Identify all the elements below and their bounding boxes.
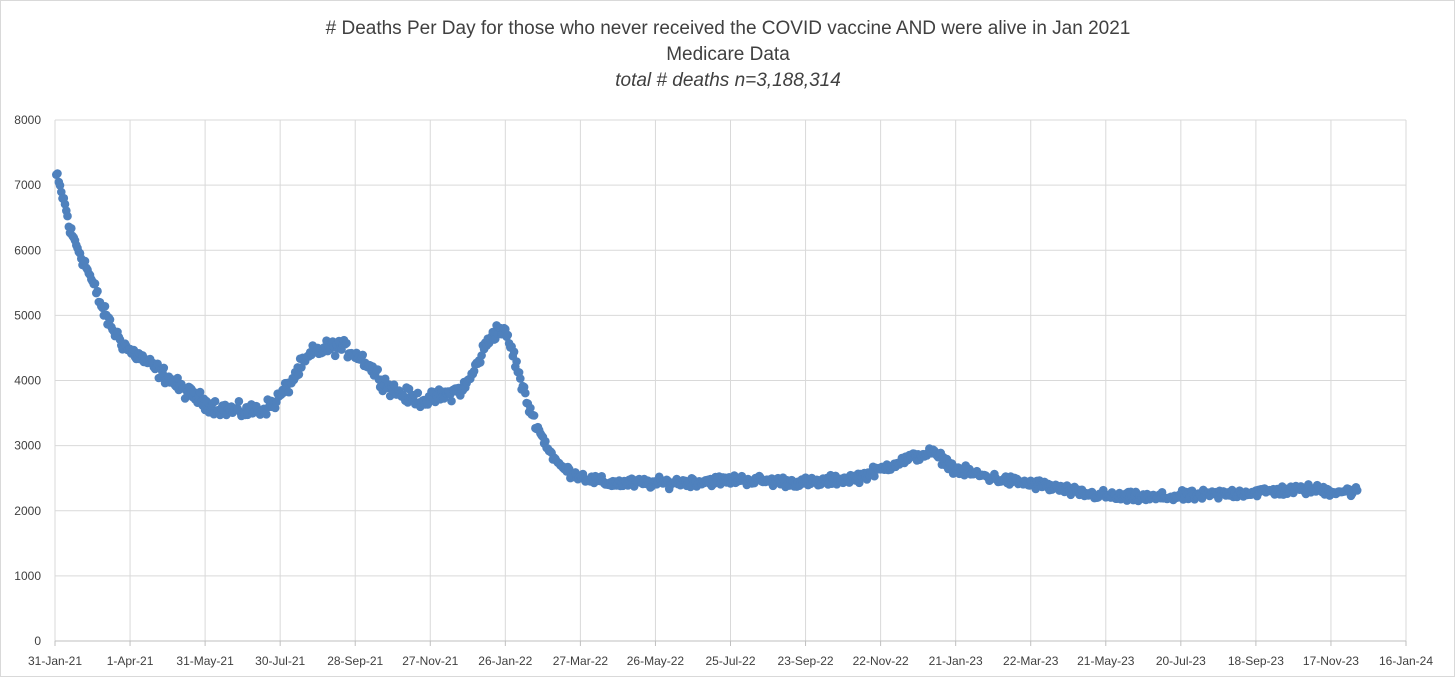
data-point xyxy=(80,256,90,266)
x-tick-label: 27-Nov-21 xyxy=(402,654,458,668)
data-point xyxy=(284,387,294,397)
y-tick-label: 2000 xyxy=(14,504,41,518)
data-point xyxy=(159,363,169,373)
x-tick-label: 22-Nov-22 xyxy=(853,654,909,668)
x-tick-label: 28-Sep-21 xyxy=(327,654,383,668)
data-point xyxy=(516,374,525,383)
data-point xyxy=(210,397,220,406)
data-point xyxy=(447,396,456,406)
x-tick-label: 21-May-23 xyxy=(1077,654,1135,668)
y-tick-label: 5000 xyxy=(14,308,41,322)
grid-layer xyxy=(54,119,1407,642)
y-tick-label: 1000 xyxy=(14,569,41,583)
x-tick-label: 17-Nov-23 xyxy=(1303,654,1359,668)
x-tick-label: 31-Jan-21 xyxy=(28,654,82,668)
x-tick-label: 25-Jul-22 xyxy=(705,654,755,668)
x-tick-label: 16-Jan-24 xyxy=(1379,654,1433,668)
data-point xyxy=(195,387,205,397)
data-point xyxy=(297,363,306,372)
data-point xyxy=(90,279,100,288)
data-point xyxy=(503,330,513,340)
data-point xyxy=(476,358,485,367)
data-point xyxy=(389,380,399,390)
data-point xyxy=(526,403,535,413)
data-point xyxy=(294,370,304,379)
data-point xyxy=(469,366,479,376)
y-tick-label: 7000 xyxy=(14,178,41,192)
chart-annotation: total # deaths n=3,188,314 xyxy=(615,70,841,91)
data-point xyxy=(541,437,550,446)
data-point xyxy=(358,350,368,360)
data-point xyxy=(342,338,351,348)
data-point xyxy=(53,169,62,178)
data-point xyxy=(423,400,433,409)
data-point xyxy=(512,357,521,366)
x-tick-label: 31-May-21 xyxy=(176,654,234,668)
data-point xyxy=(1352,486,1362,495)
chart-title: # Deaths Per Day for those who never rec… xyxy=(325,18,1131,39)
x-tick-label: 21-Jan-23 xyxy=(929,654,983,668)
data-point xyxy=(63,211,72,221)
y-tick-label: 6000 xyxy=(14,243,41,257)
chart-title-block: # Deaths Per Day for those who never rec… xyxy=(0,16,1456,94)
x-tick-label: 26-Jan-22 xyxy=(478,654,532,668)
data-point xyxy=(870,471,879,481)
data-point xyxy=(262,410,271,419)
y-tick-label: 4000 xyxy=(14,374,41,388)
data-points xyxy=(52,169,1362,506)
x-tick-label: 20-Jul-23 xyxy=(1156,654,1206,668)
x-tick-label: 18-Sep-23 xyxy=(1228,654,1284,668)
x-tick-label: 1-Apr-21 xyxy=(107,654,154,668)
data-point xyxy=(413,388,423,398)
data-point xyxy=(105,315,115,324)
data-point xyxy=(509,347,519,357)
y-tick-label: 3000 xyxy=(14,439,41,453)
x-tick-label: 30-Jul-21 xyxy=(255,654,305,668)
data-point xyxy=(67,224,76,233)
chart-subtitle: Medicare Data xyxy=(666,44,790,65)
y-tick-label: 0 xyxy=(34,634,41,648)
x-tick-label: 27-Mar-22 xyxy=(553,654,609,668)
data-point xyxy=(60,199,70,209)
data-point xyxy=(93,286,102,296)
data-point xyxy=(55,181,65,190)
x-tick-label: 26-May-22 xyxy=(627,654,685,668)
data-point xyxy=(330,351,340,361)
x-tick-label: 23-Sep-22 xyxy=(778,654,834,668)
y-tick-label: 8000 xyxy=(14,113,41,127)
data-point xyxy=(521,388,530,398)
data-point xyxy=(100,302,110,311)
data-point xyxy=(529,411,539,420)
axis-layer: 0 1000 2000 3000 4000 5000 6000 7000 8000 31-Jan-… xyxy=(14,113,1433,668)
x-tick-label: 22-Mar-23 xyxy=(1003,654,1059,668)
data-point xyxy=(234,397,244,406)
data-point xyxy=(373,365,383,374)
